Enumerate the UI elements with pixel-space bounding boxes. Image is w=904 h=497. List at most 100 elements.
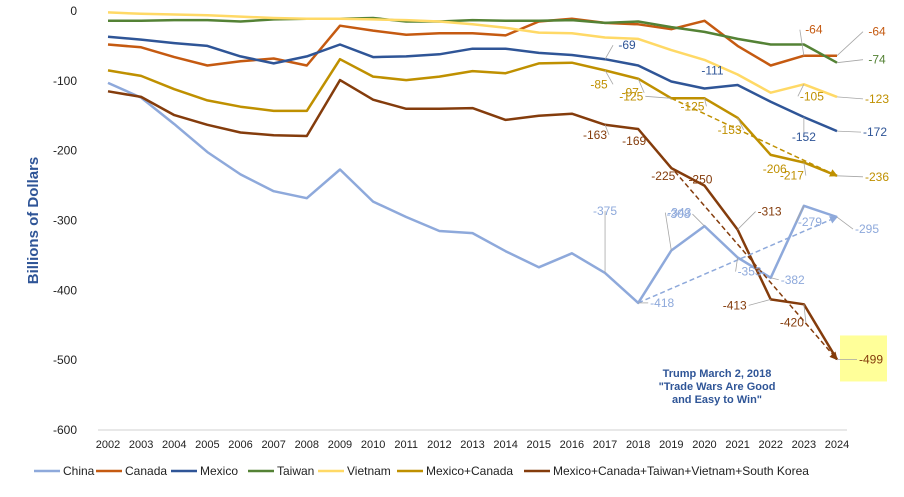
data-label: -420: [780, 315, 804, 329]
y-tick-label: -200: [53, 144, 77, 158]
data-label-leader: [836, 175, 864, 178]
y-tick-label: -500: [53, 353, 77, 367]
legend-label: China: [63, 464, 95, 478]
data-label-leader: [704, 98, 707, 107]
data-label: -74: [868, 53, 886, 67]
x-tick-label: 2008: [295, 439, 319, 451]
data-label-leader: [737, 117, 744, 131]
data-label-leader: [664, 212, 672, 251]
series-line-mexico-canada: [107, 57, 838, 177]
data-label: -499: [859, 352, 883, 366]
x-tick-label: 2005: [195, 439, 219, 451]
annotation-line: "Trade Wars Are Good: [659, 381, 776, 393]
trend-arrow: [637, 128, 838, 361]
data-label-leader: [803, 162, 807, 176]
legend-label: Vietnam: [347, 464, 391, 478]
data-label-leader: [797, 84, 805, 97]
data-label: -125: [680, 99, 704, 113]
data-label-leader: [645, 95, 672, 99]
data-label-leader: [604, 70, 614, 85]
x-tick-label: 2004: [162, 439, 186, 451]
x-tick-label: 2016: [560, 439, 584, 451]
legend-label: Taiwan: [277, 464, 314, 478]
data-label: -375: [593, 204, 617, 218]
data-label: -97: [622, 86, 640, 100]
data-label-leader: [604, 124, 610, 135]
data-label: -69: [618, 38, 636, 52]
data-label: -105: [800, 89, 824, 103]
data-label: -353: [738, 265, 762, 279]
data-label: -413: [723, 298, 747, 312]
data-label: -382: [781, 273, 805, 287]
data-label: -250: [688, 173, 712, 187]
data-label: -172: [863, 125, 887, 139]
data-label-leader: [692, 213, 705, 227]
data-label-leader: [836, 59, 864, 64]
legend-label: Mexico: [200, 464, 238, 478]
y-tick-label: -400: [53, 283, 77, 297]
data-label-leader: [836, 130, 862, 133]
data-label-leader: [604, 44, 614, 60]
data-label-leader: [735, 257, 738, 272]
data-label: -343: [667, 206, 691, 220]
data-label: -169: [622, 134, 646, 148]
data-label-leader: [836, 31, 864, 56]
x-tick-label: 2018: [626, 439, 650, 451]
x-tick-label: 2011: [394, 439, 418, 451]
x-tick-label: 2014: [493, 439, 517, 451]
x-tick-label: 2015: [527, 439, 551, 451]
x-tick-label: 2009: [328, 439, 352, 451]
data-label-leader: [637, 78, 645, 93]
x-tick-label: 2019: [659, 439, 683, 451]
data-label: -64: [868, 25, 886, 39]
data-label: -295: [855, 222, 879, 236]
x-tick-label: 2022: [758, 439, 782, 451]
x-tick-label: 2017: [593, 439, 617, 451]
data-label-leader: [795, 205, 805, 223]
series-line-canada: [107, 17, 837, 67]
data-label-leader: [803, 304, 807, 323]
x-tick-label: 2002: [96, 439, 120, 451]
series-line-china: [107, 81, 838, 305]
x-tick-label: 2007: [261, 439, 285, 451]
data-label: -125: [619, 89, 643, 103]
series-line-taiwan: [108, 16, 838, 64]
data-label: -217: [780, 169, 804, 183]
y-axis-label: Billions of Dollars: [25, 157, 42, 285]
data-label: -85: [590, 77, 608, 91]
x-tick-label: 2012: [427, 439, 451, 451]
data-label-leader: [836, 216, 854, 230]
annotation-line: Trump March 2, 2018: [663, 368, 772, 380]
series-line-mexico: [107, 35, 838, 133]
data-label: -123: [865, 92, 889, 106]
data-label: -236: [865, 170, 889, 184]
series-line-mexico-canada-taiwan-vietnam-south-korea: [107, 78, 839, 361]
x-tick-label: 2006: [228, 439, 252, 451]
data-label-leader: [836, 96, 864, 100]
data-label: -313: [758, 205, 782, 219]
x-tick-label: 2023: [792, 439, 816, 451]
data-label: -308: [666, 207, 690, 221]
data-label: -153: [718, 123, 742, 137]
y-tick-label: -600: [53, 423, 77, 437]
x-tick-label: 2024: [825, 439, 849, 451]
y-tick-label: -300: [53, 214, 77, 228]
data-label-leader: [770, 277, 779, 281]
legend-label: Canada: [125, 464, 167, 478]
data-label: -225: [651, 169, 675, 183]
data-label: -64: [805, 23, 823, 37]
data-label: -163: [583, 128, 607, 142]
y-tick-label: 0: [70, 4, 77, 18]
annotation-line: and Easy to Win": [672, 394, 762, 406]
data-label: -206: [763, 162, 787, 176]
legend-label: Mexico+Canada: [426, 464, 513, 478]
data-label-leader: [737, 211, 756, 230]
x-tick-label: 2003: [129, 439, 153, 451]
x-tick-label: 2020: [692, 439, 716, 451]
x-tick-label: 2010: [361, 439, 385, 451]
data-label: -279: [798, 215, 822, 229]
data-label: -111: [701, 64, 724, 78]
legend-label: Mexico+Canada+Taiwan+Vietnam+South Korea: [553, 464, 809, 478]
